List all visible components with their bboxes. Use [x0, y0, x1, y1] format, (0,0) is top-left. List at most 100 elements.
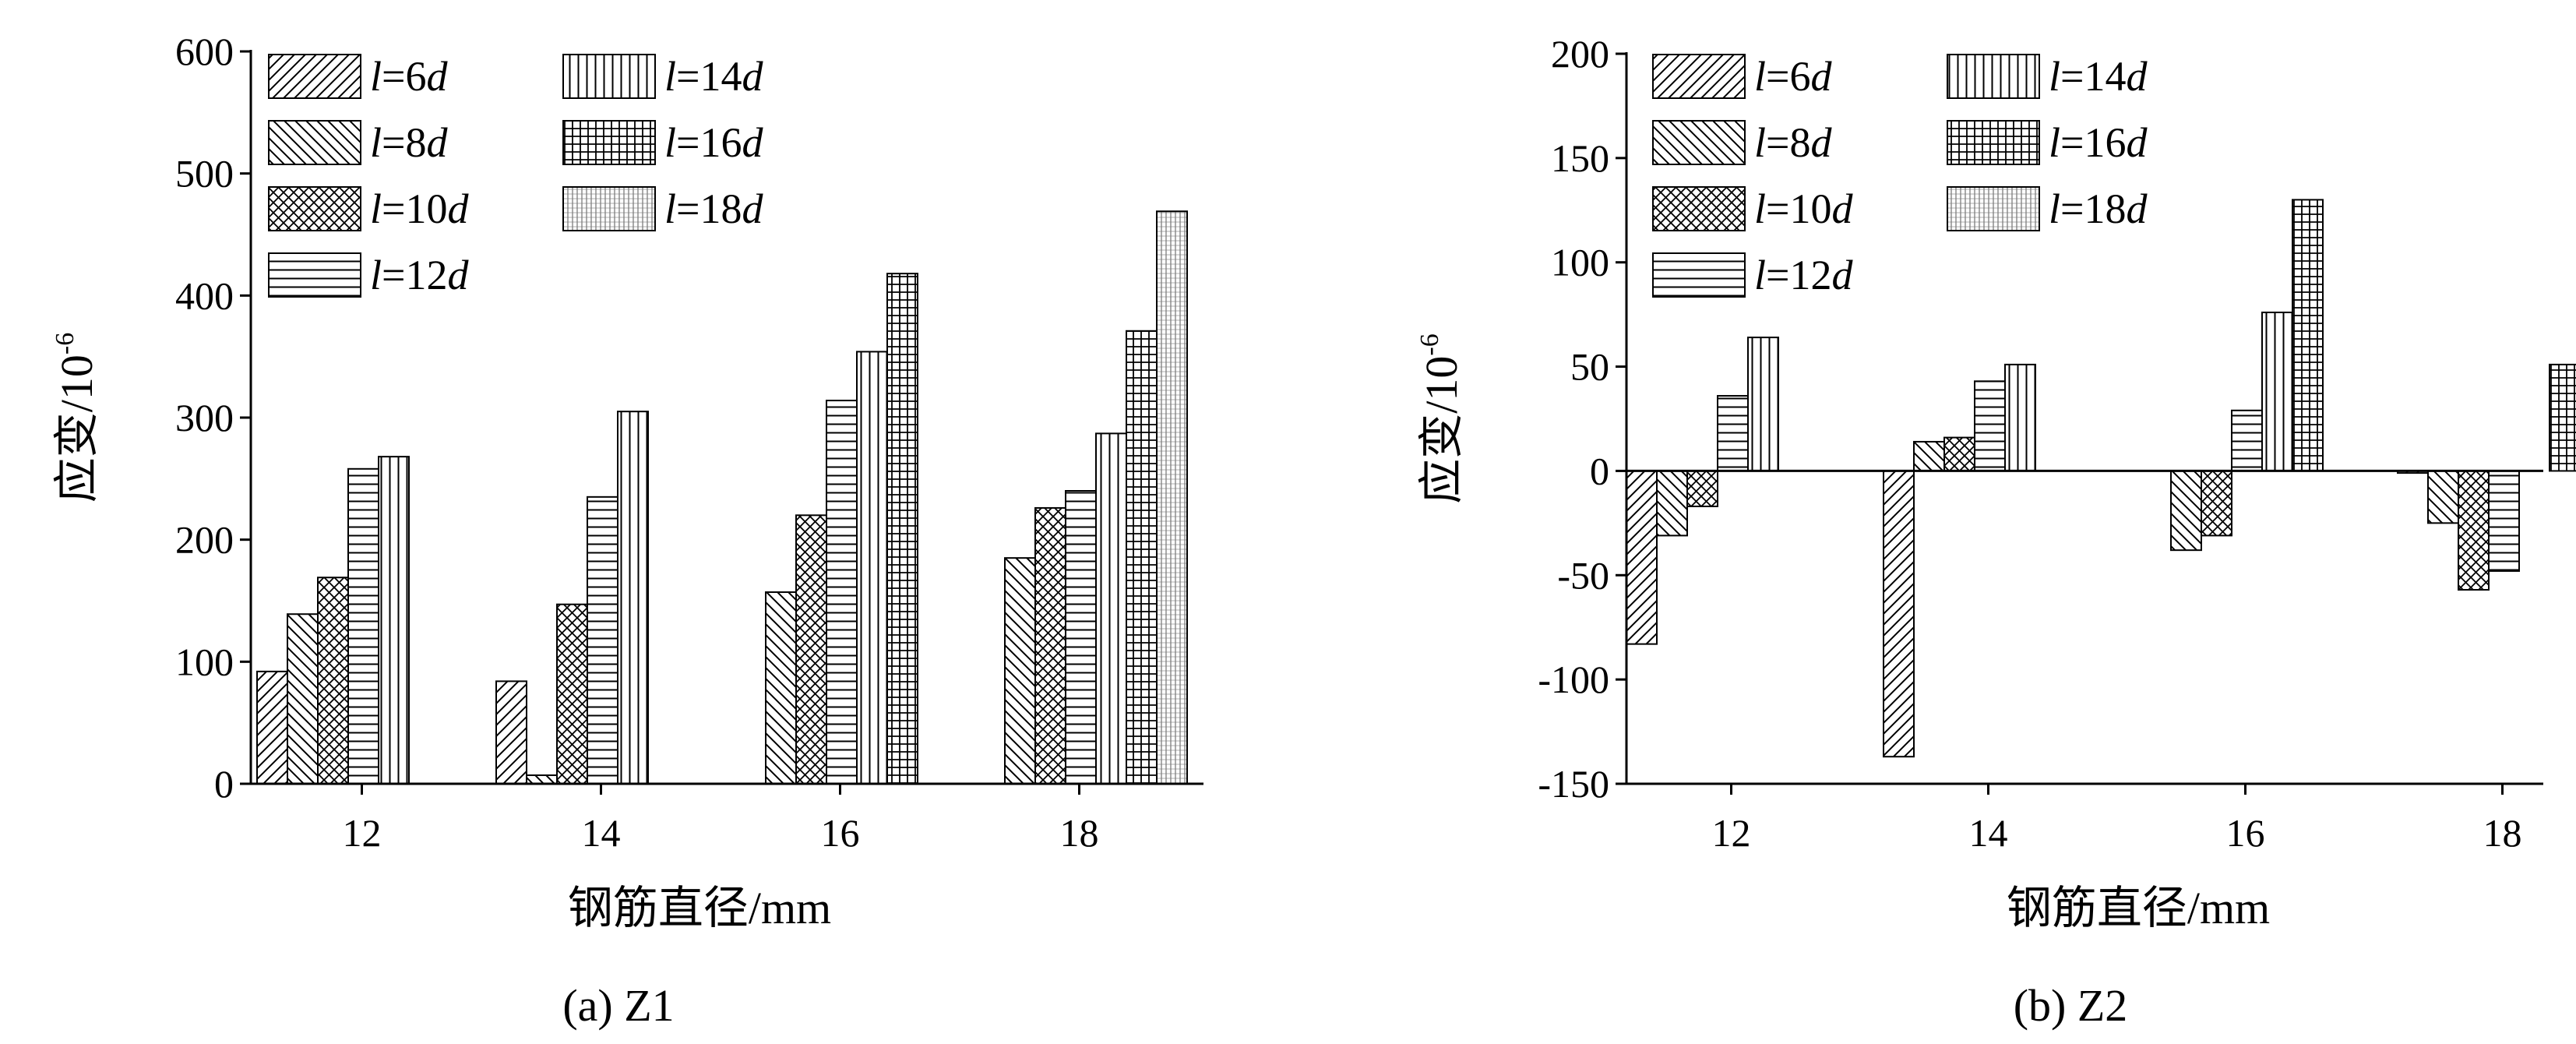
bar-l=14d-18: [1095, 432, 1127, 785]
legend-unit: d: [2126, 185, 2148, 232]
legend-label: l=16d: [2049, 119, 2148, 166]
bar-l=16d-18: [2549, 363, 2576, 472]
legend-label: l=10d: [1754, 185, 1853, 232]
legend-item: l=6d: [268, 53, 448, 100]
bar-l=10d-12: [317, 577, 349, 785]
legend-swatch: [268, 120, 361, 165]
y-axis-label-main: 应变/10: [51, 354, 102, 503]
y-tick-label: 300: [175, 396, 234, 439]
bar-l=10d-18: [1034, 506, 1066, 785]
legend-eq: =14: [2060, 53, 2126, 100]
legend-swatch: [562, 186, 656, 231]
legend-var: l: [370, 53, 382, 100]
bar-l=10d-16: [2201, 470, 2232, 537]
y-tick-label: 500: [175, 152, 234, 196]
legend-label: l=8d: [370, 119, 448, 166]
legend-eq: =16: [2060, 119, 2126, 166]
bar-l=16d-16: [2292, 199, 2324, 472]
legend-label: l=16d: [664, 119, 763, 166]
x-axis-label: 钢筋直径/mm: [568, 883, 831, 933]
legend-unit: d: [1810, 53, 1832, 100]
legend-var: l: [664, 119, 676, 166]
legend-item: l=8d: [1652, 119, 1832, 166]
bar-l=18d-18: [1156, 210, 1188, 785]
legend-var: l: [370, 252, 382, 298]
legend-label: l=14d: [664, 53, 763, 100]
y-axis-label: 应变/10-6: [1415, 333, 1467, 503]
x-ticks: 12 14 16 18: [343, 784, 1099, 855]
legend-item: l=12d: [268, 252, 469, 298]
bars: [256, 210, 1188, 785]
bars: [1626, 199, 2576, 758]
y-tick-label: 600: [175, 30, 234, 73]
legend-item: l=8d: [268, 119, 448, 166]
bar-l=14d-14: [617, 411, 649, 785]
legend-unit: d: [426, 53, 448, 100]
y-tick-label: -100: [1538, 658, 1609, 701]
x-tick-label: 12: [343, 811, 382, 855]
y-tick-label: 150: [1551, 136, 1609, 180]
x-axis-label: 钢筋直径/mm: [2007, 883, 2270, 933]
bar-l=14d-12: [378, 456, 410, 785]
legend-item: l=10d: [1652, 185, 1853, 232]
y-tick-label: 200: [1551, 32, 1609, 76]
legend-eq: =6: [382, 53, 426, 100]
bar-l=12d-16: [2231, 409, 2263, 472]
x-tick-label: 12: [1712, 811, 1751, 855]
legend-unit: d: [1810, 119, 1832, 166]
bar-l=6d-12: [256, 670, 288, 785]
x-tick-label: 14: [1969, 811, 2008, 855]
legend-swatch: [1652, 186, 1746, 231]
bar-l=6d-14: [1883, 470, 1915, 758]
bar-l=14d-16: [2261, 311, 2293, 472]
legend-label: l=6d: [1754, 53, 1832, 100]
bar-l=10d-14: [1943, 436, 1975, 472]
bar-l=12d-14: [1974, 380, 2006, 472]
legend-item: l=18d: [562, 185, 763, 232]
legend-unit: d: [447, 185, 469, 232]
legend-swatch: [1652, 252, 1746, 298]
legend-item: l=16d: [562, 119, 763, 166]
legend-label: l=12d: [370, 252, 469, 298]
legend-var: l: [1754, 185, 1766, 232]
legend-var: l: [1754, 119, 1766, 166]
bar-l=8d-14: [526, 774, 558, 785]
legend-label: l=18d: [664, 185, 763, 232]
y-tick-label: 400: [175, 273, 234, 317]
bar-l=16d-16: [886, 273, 918, 785]
y-ticks: -150 -100 -50 0 50 100 150 200: [1538, 32, 1626, 806]
legend-item: l=12d: [1652, 252, 1853, 298]
chart-caption: (a) Z1: [562, 980, 674, 1031]
legend-item: l=14d: [562, 53, 763, 100]
legend-var: l: [2049, 53, 2060, 100]
bar-l=12d-18: [1065, 490, 1097, 785]
chart-b: -150 -100 -50 0 50 100 150 200 12 14 16 18 钢筋直径/mm 应变…: [1415, 32, 2576, 1031]
legend-var: l: [370, 185, 382, 232]
legend-eq: =16: [676, 119, 742, 166]
y-tick-label: 50: [1570, 345, 1609, 389]
bar-l=8d-12: [287, 613, 319, 785]
y-tick-label: 100: [175, 640, 234, 683]
legend-item: l=14d: [1947, 53, 2148, 100]
legend-swatch: [268, 54, 361, 99]
legend-var: l: [664, 185, 676, 232]
legend-unit: d: [1831, 185, 1853, 232]
chart-caption: (b) Z2: [2014, 980, 2128, 1031]
bar-l=8d-14: [1913, 440, 1945, 472]
legend-label: l=14d: [2049, 53, 2148, 100]
legend-unit: d: [426, 119, 448, 166]
legend-label: l=6d: [370, 53, 448, 100]
legend-item: l=10d: [268, 185, 469, 232]
y-axis-label-main: 应变/10: [1416, 356, 1467, 504]
y-tick-label: 100: [1551, 241, 1609, 284]
legend-label: l=12d: [1754, 252, 1853, 298]
legend-label: l=18d: [2049, 185, 2148, 232]
legend-var: l: [1754, 252, 1766, 298]
legend-eq: =10: [382, 185, 447, 232]
legend-swatch: [1652, 54, 1746, 99]
bar-l=8d-18: [2427, 470, 2459, 524]
bar-l=10d-12: [1686, 470, 1718, 507]
legend-swatch: [562, 120, 656, 165]
y-axis-label-sup: -6: [1415, 333, 1444, 355]
